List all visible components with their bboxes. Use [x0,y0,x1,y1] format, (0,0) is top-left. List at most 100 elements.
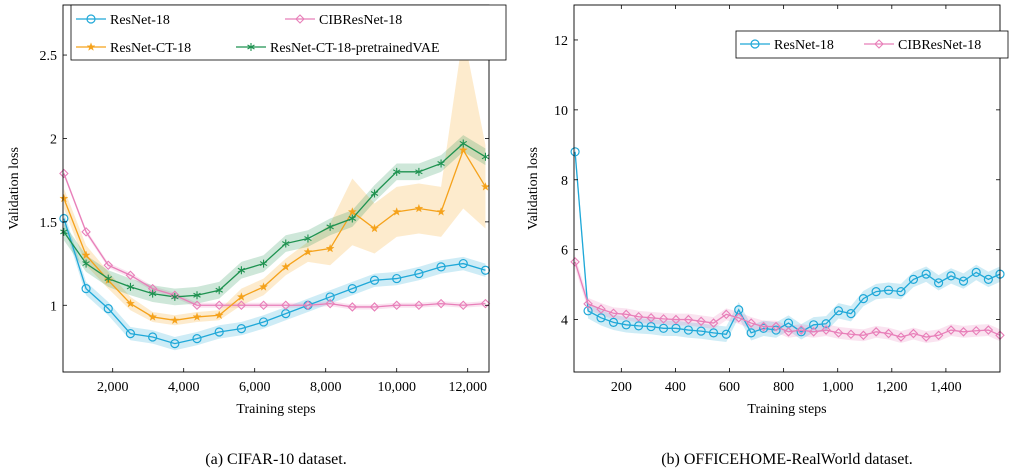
cibresnet-18-point [280,300,291,311]
legend-label-resnet-ct-18-pretrainedvae: ResNet-CT-18-pretrainedVAE [270,41,440,56]
resnet-18-point [696,326,706,336]
resnet-ct-18-pretrainedvae-point [392,167,401,176]
resnet-18-point [621,320,631,330]
resnet-18-point [583,306,593,316]
resnet-ct-18-point [59,193,69,203]
resnet-18-confidence-band [575,144,1000,342]
resnet-ct-18-point [170,315,180,325]
resnet-18-point [325,292,335,302]
resnet-ct-18-pretrainedvae-point [148,289,157,298]
cibresnet-18-point [758,321,769,332]
cibresnet-18-point [683,314,694,325]
resnet-18-confidence-band [63,211,486,351]
resnet-ct-18-point [148,312,158,321]
cibresnet-18-point [833,328,844,338]
resnet-18-point [214,327,224,337]
resnet-ct-18-point [259,282,268,291]
x-tick-label: 12,000 [448,380,487,395]
cibresnet-18-point [646,313,656,323]
x-tick-label: 4,000 [168,380,200,395]
cibresnet-18-confidence-band [575,255,1000,343]
cibresnet-18-point [883,328,894,339]
resnet-18-point [858,294,869,304]
x-tick-label: 600 [719,380,740,395]
cibresnet-18-point [391,300,402,311]
resnet-ct-18-point [236,292,246,301]
cibresnet-18-point [933,330,944,341]
x-tick-label: 2,000 [97,380,129,395]
resnet-ct-18-legend-marker [86,42,96,51]
resnet-18-point [896,287,906,297]
cibresnet-18-point [583,299,593,309]
cibresnet-18-point [858,330,869,341]
resnet-ct-18-pretrainedvae-point [481,152,490,161]
resnet-ct-18-pretrainedvae-point [459,139,468,148]
figure-caption: (a) CIFAR-10 dataset. [205,451,346,468]
resnet-18-legend-marker [750,39,760,49]
resnet-18-point [125,329,136,339]
cibresnet-18-point [436,298,446,309]
y-tick-label: 1 [50,299,57,314]
cibresnet-18-point [81,227,91,237]
resnet-18-point [480,265,491,275]
resnet-18-point [170,339,180,349]
resnet-ct-18-point [325,243,335,253]
resnet-18-point [392,273,402,284]
resnet-18-point [958,276,969,286]
cibresnet-18-point [325,298,335,309]
legend-box [70,4,507,61]
axis-ticks: 200 400 600 800 1,000 1,200 1,400 4 6 8 10 12 [554,5,1000,395]
resnet-18-point [258,317,269,327]
cibresnet-18-point [458,300,469,311]
resnet-ct-18-point [392,207,402,216]
resnet-18-point [809,320,819,330]
resnet-18-point [369,275,380,285]
cibresnet-18-point [771,321,781,332]
cibresnet-18-point [921,332,931,342]
y-tick-label: 6 [561,244,568,259]
resnet-ct-18-point [370,223,379,233]
x-tick-label: 400 [665,380,686,395]
resnet-ct-18-pretrainedvae-point [237,266,246,275]
plot-area-frame [573,4,1001,373]
resnet-ct-18-point [192,312,202,321]
cibresnet-18-point [708,318,719,328]
resnet-ct-18-point [458,145,468,154]
resnet-ct-18-pretrainedvae-point [259,259,268,268]
cibresnet-18-point [733,313,744,323]
resnet-18-point [971,267,981,277]
resnet-ct-18-pretrainedvae-point [282,239,290,248]
x-tick-label: 200 [611,380,632,395]
resnet-ct-18-point [436,207,446,216]
resnet-ct-18-pretrainedvae-point [348,214,357,223]
y-tick-label: 2.5 [40,49,58,64]
resnet-18-point [759,323,769,333]
resnet-ct-18-point [281,262,291,271]
cibresnet-18-point [846,329,856,340]
x-axis-label: Training steps [236,402,315,417]
cibresnet-18-point [721,309,732,320]
legend-label-resnet-18: ResNet-18 [110,13,170,28]
cibresnet-18-point [303,300,313,311]
legend-label-resnet-ct-18: ResNet-CT-18 [110,41,191,56]
resnet-18-point [883,285,894,295]
cibresnet-18-point [103,260,114,271]
cibresnet-18-point [896,332,906,342]
resnet-ct-18-point [126,298,135,308]
cibresnet-18-point [983,325,994,335]
resnet-18-point [103,304,113,314]
cibresnet-18-point [958,327,969,337]
confidence-bands [575,144,1000,343]
resnet-18-point [946,271,956,281]
cibresnet-18-legend-marker [874,39,884,49]
y-tick-label: 2 [50,132,57,147]
resnet-ct-18-pretrainedvae-point [437,159,445,168]
y-tick-label: 4 [561,314,568,329]
x-tick-label: 1,200 [876,380,908,395]
resnet-ct-18-point [481,182,490,191]
cibresnet-18-point [971,325,981,336]
series-markers [570,147,1005,342]
cibresnet-18-point [808,327,819,337]
resnet-18-point [908,274,919,284]
x-tick-label: 8,000 [310,380,342,395]
